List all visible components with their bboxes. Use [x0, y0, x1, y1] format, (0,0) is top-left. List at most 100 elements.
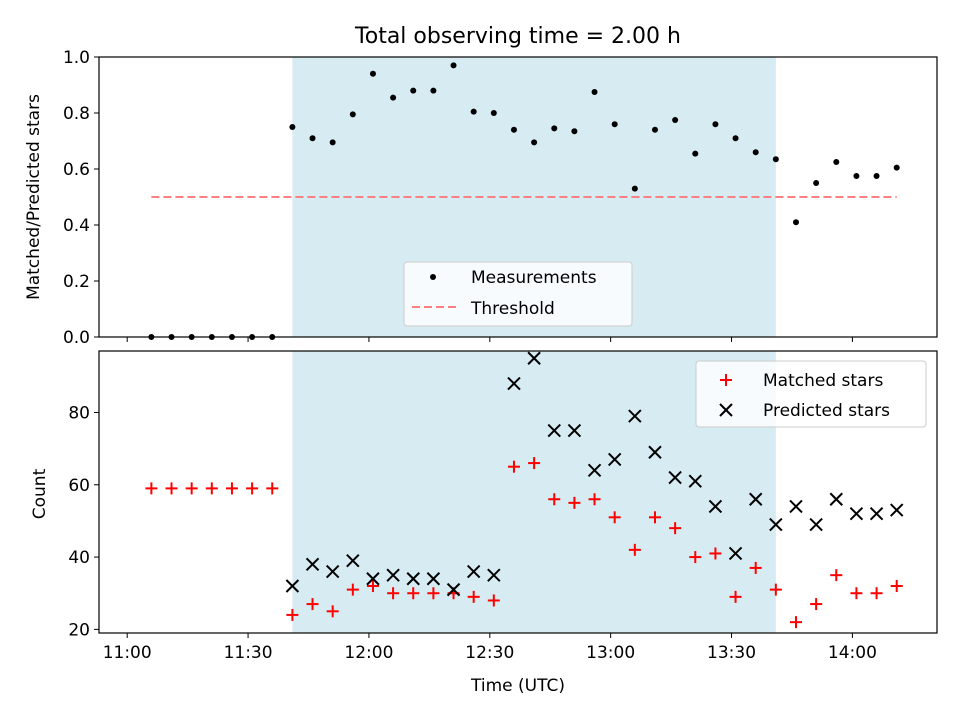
measurement-point	[873, 173, 880, 179]
matched-point	[185, 482, 198, 495]
measurement-point	[712, 121, 719, 128]
matched-point	[769, 583, 782, 596]
measurement-point	[813, 180, 820, 186]
top-y-axis-label: Matched/Predicted stars	[24, 94, 44, 300]
matched-point	[306, 598, 319, 611]
top-y-tick-label: 0.6	[63, 160, 90, 180]
matched-point	[246, 482, 259, 495]
top-y-tick-label: 0.0	[63, 328, 90, 348]
measurement-point	[369, 70, 376, 77]
predicted-point	[890, 503, 904, 517]
measurement-point	[390, 94, 397, 101]
matched-point	[729, 590, 742, 603]
matched-point	[366, 580, 379, 592]
predicted-point	[305, 557, 320, 572]
measurement-point	[470, 108, 477, 115]
predicted-point	[708, 499, 723, 514]
matched-point	[548, 493, 561, 506]
measurement-point	[853, 173, 860, 179]
predicted-point	[587, 463, 602, 478]
x-tick-label: 11:00	[103, 643, 152, 663]
legend-predicted-label: Predicted stars	[763, 401, 890, 421]
bottom-legend-box	[695, 360, 927, 428]
measurement-point	[792, 219, 799, 226]
matched-point	[205, 482, 218, 495]
matched-point	[850, 587, 863, 600]
measurement-point	[591, 89, 598, 95]
matched-point	[407, 587, 420, 600]
predicted-point	[527, 351, 541, 365]
predicted-point	[688, 474, 702, 488]
measurement-point	[672, 117, 679, 123]
x-tick-label: 11:30	[224, 643, 273, 663]
matched-point	[568, 496, 581, 509]
measurement-point	[651, 126, 658, 133]
matched-point	[870, 587, 883, 600]
chart-title: Total observing time = 2.00 h	[354, 24, 681, 49]
matched-point	[165, 482, 178, 495]
predicted-point	[346, 553, 360, 568]
matched-point	[507, 460, 520, 473]
matched-point	[145, 482, 158, 495]
top-y-tick-label: 0.8	[63, 104, 90, 124]
top-y-tick-label: 0.4	[63, 216, 90, 236]
x-tick-label: 14:00	[828, 643, 877, 663]
predicted-point	[789, 499, 803, 514]
measurement-point	[752, 149, 759, 156]
matched-point	[588, 493, 601, 506]
predicted-point	[386, 568, 400, 582]
matched-point	[749, 561, 762, 574]
top-y-tick-label: 0.2	[63, 272, 90, 292]
bottom-y-tick-label: 80	[68, 403, 90, 423]
predicted-point	[628, 409, 642, 423]
predicted-point	[769, 517, 783, 532]
matched-point	[286, 608, 299, 621]
matched-point	[689, 551, 702, 564]
bottom-y-tick-label: 60	[68, 476, 90, 496]
matched-point	[487, 594, 500, 607]
matched-point	[346, 583, 359, 596]
x-tick-label: 13:30	[707, 643, 756, 663]
measurement-point	[430, 87, 437, 94]
predicted-point	[507, 376, 521, 391]
predicted-point	[366, 572, 380, 586]
matched-point	[528, 457, 541, 470]
predicted-point	[426, 572, 441, 586]
measurement-point	[893, 164, 900, 171]
top-legend-box	[403, 261, 633, 327]
measurement-point	[510, 126, 517, 133]
matched-point	[467, 590, 480, 603]
bottom-y-tick-label: 40	[68, 548, 90, 568]
predicted-point	[869, 506, 884, 521]
measurement-point	[772, 156, 779, 163]
matched-point	[669, 522, 682, 535]
predicted-point	[567, 423, 582, 438]
bottom-panel: 11:00 11:30 12:00 12:30 13:00 13:30 14:00 20 40 6…	[68, 350, 938, 663]
matched-point	[608, 511, 621, 524]
top-y-tick-label: 1.0	[63, 48, 90, 68]
predicted-point	[829, 492, 843, 506]
predicted-point	[748, 492, 763, 506]
predicted-point	[809, 517, 823, 532]
matched-point	[427, 587, 440, 600]
measurement-point	[692, 150, 699, 157]
x-tick-label: 12:30	[465, 643, 514, 663]
x-tick-label: 13:00	[586, 643, 635, 663]
measurement-point	[833, 159, 840, 165]
measurement-point	[450, 62, 457, 69]
measurement-point	[531, 139, 538, 146]
predicted-point	[487, 568, 501, 582]
x-axis-label: Time (UTC)	[470, 676, 565, 696]
legend-measurement-marker	[430, 274, 436, 280]
legend-measurements-label: Measurements	[471, 268, 597, 288]
predicted-point	[446, 582, 461, 597]
bottom-y-axis-label: Count	[30, 468, 50, 519]
measurement-point	[309, 135, 316, 142]
matched-point	[387, 587, 400, 600]
top-panel: 0.0 0.2 0.4 0.6 0.8 1.0 Measurements Threshold	[63, 48, 938, 348]
bottom-legend: Matched stars Predicted stars	[695, 360, 927, 428]
legend-matched-label: Matched stars	[763, 371, 883, 391]
predicted-point	[547, 423, 561, 438]
matched-point	[628, 543, 641, 556]
bottom-frame	[98, 350, 938, 634]
